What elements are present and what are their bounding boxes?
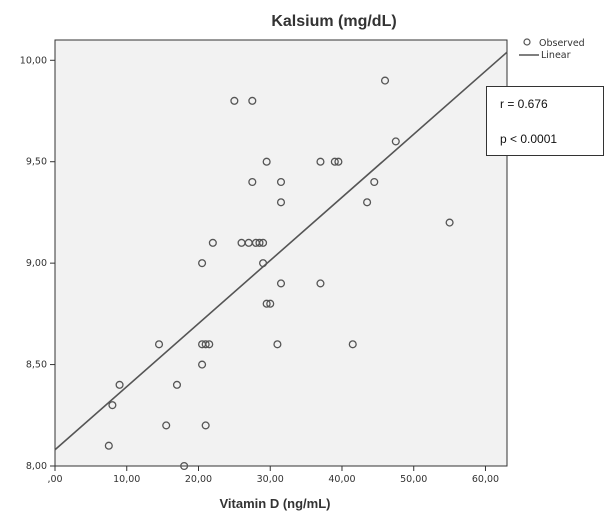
data-point: [273, 340, 282, 349]
p-value-text: p < 0.0001: [500, 132, 558, 146]
data-point: [380, 76, 390, 85]
x-tick-label: 40,00: [328, 474, 355, 485]
data-point: [201, 340, 210, 349]
data-point: [266, 299, 275, 308]
x-tick-label: 50,00: [400, 474, 427, 485]
data-point: [255, 238, 264, 247]
data-point: [230, 96, 239, 105]
data-point: [276, 177, 286, 187]
data-point: [115, 380, 124, 389]
data-point: [208, 238, 217, 247]
y-tick-label: 9,00: [26, 258, 47, 269]
correlation-r-text: r = 0.676: [500, 97, 548, 111]
legend-observed-marker: [523, 38, 531, 46]
x-axis-label: Vitamin D (ng/mL): [220, 496, 331, 511]
plot-area: [54, 39, 508, 467]
data-point: [180, 461, 189, 471]
x-tick-label: ,00: [47, 474, 62, 485]
data-point: [198, 360, 207, 369]
legend-linear-label: Linear: [541, 50, 571, 61]
data-point: [445, 218, 454, 227]
y-tick-label: 8,50: [26, 360, 47, 371]
data-point: [162, 421, 171, 430]
data-point: [391, 137, 400, 146]
y-axis: 8,00 8,50 9,00 9,50 10,00: [20, 55, 55, 472]
data-point: [276, 279, 286, 288]
legend-observed-label: Observed: [539, 38, 585, 49]
data-point: [248, 96, 257, 105]
fit-line-layer: [54, 51, 508, 451]
regression-line: [54, 51, 508, 451]
data-point: [259, 259, 268, 268]
data-point: [259, 238, 268, 247]
data-point: [334, 157, 343, 166]
data-point: [104, 441, 113, 450]
data-point: [205, 340, 214, 349]
data-point: [363, 198, 372, 207]
data-point: [330, 157, 339, 166]
data-point: [316, 157, 325, 166]
x-tick-label: 30,00: [257, 474, 284, 485]
y-tick-label: 8,00: [26, 461, 47, 472]
data-point: [248, 177, 257, 187]
y-tick-label: 10,00: [20, 55, 47, 66]
data-point: [276, 198, 286, 207]
data-point: [172, 380, 182, 389]
data-point: [370, 177, 379, 187]
correlation-stats-box: r = 0.676 p < 0.0001: [486, 86, 604, 156]
data-point: [262, 299, 271, 308]
data-point: [154, 340, 164, 349]
data-point: [262, 157, 271, 166]
chart-title: Kalsium (mg/dL): [271, 13, 396, 30]
data-point: [108, 401, 117, 410]
data-point: [201, 421, 210, 430]
x-axis: ,00 10,00 20,00 30,00 40,00 50,00 60,00: [47, 466, 499, 485]
x-tick-label: 20,00: [185, 474, 212, 485]
x-tick-label: 10,00: [113, 474, 140, 485]
data-point: [348, 340, 357, 349]
x-tick-label: 60,00: [472, 474, 499, 485]
points-layer: [104, 76, 454, 471]
data-point: [316, 279, 325, 288]
y-tick-label: 9,50: [26, 157, 47, 168]
legend: Observed Linear: [519, 38, 585, 61]
data-point: [198, 259, 207, 268]
